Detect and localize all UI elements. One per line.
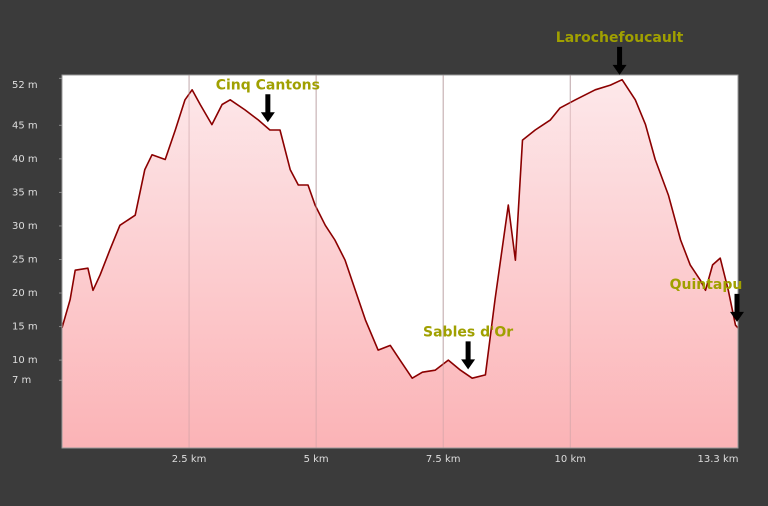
y-tick-label: 10 m bbox=[12, 355, 38, 366]
plot-border bbox=[61, 74, 739, 449]
x-tick-label: 10 km bbox=[555, 454, 586, 465]
y-tick-label: 52 m bbox=[12, 80, 38, 91]
annotation-label: Sables d'Or bbox=[423, 324, 513, 340]
annotation-arrow bbox=[260, 94, 275, 123]
y-tick-label: 30 m bbox=[12, 221, 38, 232]
y-tick-label: 25 m bbox=[12, 254, 38, 265]
annotation-arrow bbox=[612, 46, 627, 75]
y-tick-label: 20 m bbox=[12, 288, 38, 299]
x-tick-label: 5 km bbox=[304, 454, 329, 465]
x-tick-label: 2.5 km bbox=[172, 454, 207, 465]
y-tick-label: 35 m bbox=[12, 187, 38, 198]
annotation-label: Larochefoucault bbox=[556, 30, 684, 46]
x-tick-label: 13.3 km bbox=[698, 454, 739, 465]
annotation-label: Cinq Cantons bbox=[216, 77, 320, 93]
annotation-arrow bbox=[730, 293, 744, 322]
area-fill bbox=[62, 79, 738, 448]
y-tick-label: 40 m bbox=[12, 154, 38, 165]
y-tick-label: 45 m bbox=[12, 120, 38, 131]
x-tick-label: 7.5 km bbox=[426, 454, 461, 465]
plot bbox=[62, 75, 738, 448]
elevation-line bbox=[62, 78, 738, 379]
annotation-arrow bbox=[461, 341, 476, 370]
annotation-label: Quintapu bbox=[670, 277, 743, 293]
y-tick-label: 7 m bbox=[12, 375, 31, 386]
y-tick-label: 15 m bbox=[12, 322, 38, 333]
